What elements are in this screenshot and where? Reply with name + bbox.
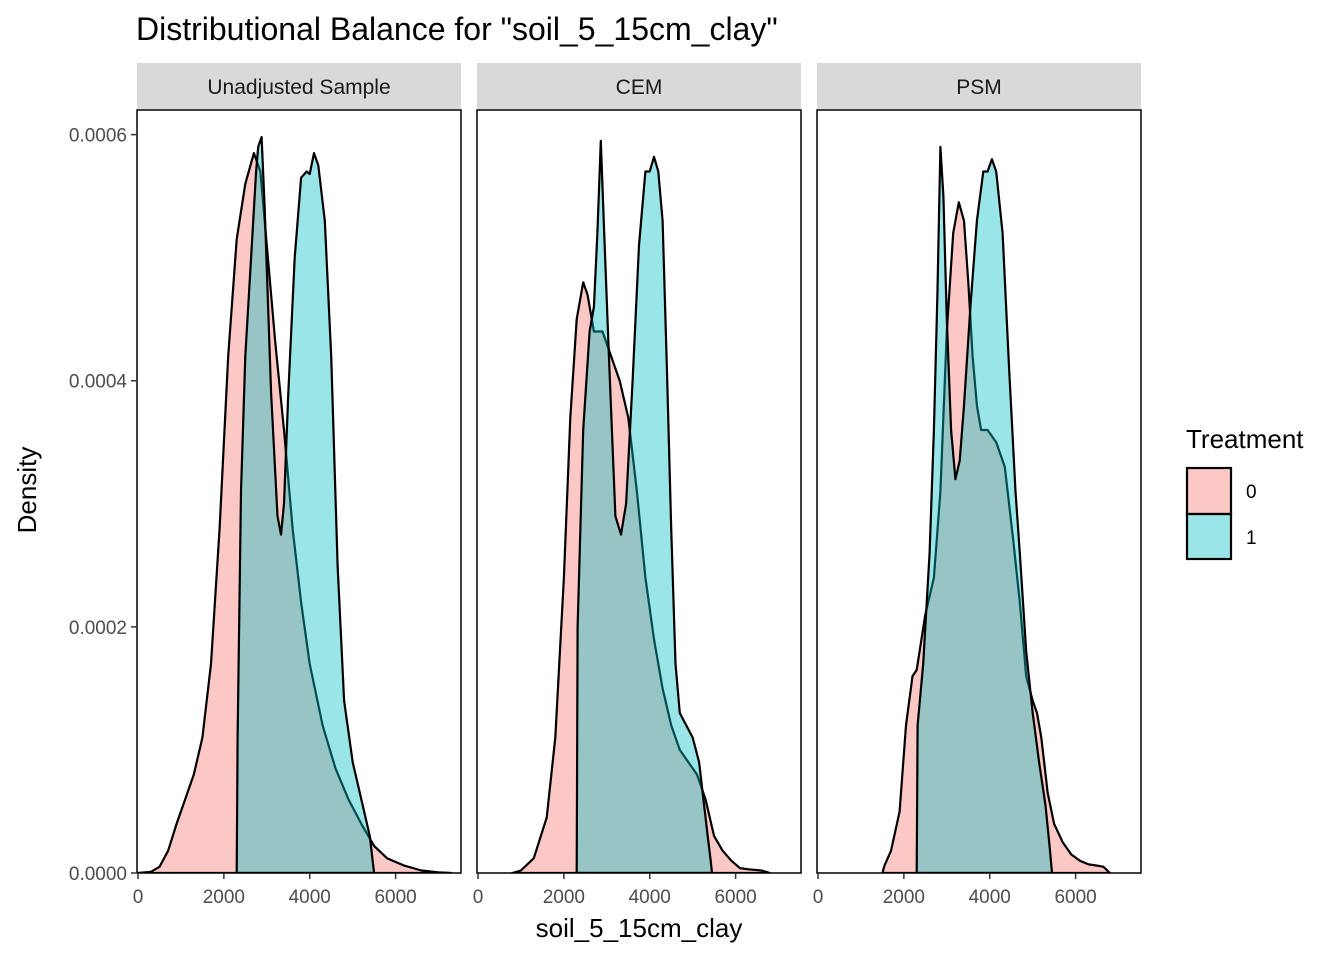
strip-label: PSM	[956, 76, 1002, 99]
x-tick-label: 2000	[543, 887, 585, 908]
density-series-0	[137, 152, 453, 873]
legend-entry-1: 1	[1185, 512, 1257, 561]
x-tick-label: 6000	[374, 887, 416, 908]
x-tick-label: 2000	[203, 887, 245, 908]
chart-title: Distributional Balance for "soil_5_15cm_…	[136, 11, 778, 47]
density-areas	[137, 136, 453, 873]
legend-key-1	[1185, 512, 1233, 561]
legend-key-0	[1185, 466, 1233, 516]
panel-border	[816, 109, 1142, 874]
y-axis: 0.0000 0.0002 0.0004 0.0006	[69, 126, 137, 885]
strip-background	[817, 63, 1141, 109]
x-tick-label: 4000	[969, 887, 1011, 908]
legend-label-1: 1	[1246, 528, 1257, 549]
density-series-1	[575, 139, 714, 873]
strip-label: CEM	[616, 76, 663, 99]
y-tick-label: 0.0004	[69, 372, 128, 393]
x-tick-label: 0	[133, 887, 144, 908]
strip-label: Unadjusted Sample	[207, 76, 390, 99]
legend-title: Treatment	[1186, 424, 1304, 454]
x-tick-label: 0	[813, 887, 824, 908]
strip-background	[137, 63, 461, 109]
x-tick-label: 4000	[289, 887, 331, 908]
density-areas	[881, 145, 1111, 873]
panel-background	[817, 110, 1141, 873]
density-series-1	[915, 145, 1054, 873]
x-tick-label: 4000	[629, 887, 671, 908]
panel-unadjusted-sample: Unadjusted Sample 0 2000 4000 6000	[133, 63, 462, 908]
density-areas	[511, 139, 771, 873]
strip-background	[477, 63, 801, 109]
x-tick-label: 6000	[1054, 887, 1096, 908]
y-tick-label: 0.0006	[69, 126, 127, 147]
density-series-1	[235, 136, 376, 873]
density-series-0	[881, 201, 1111, 873]
x-tick-label: 6000	[714, 887, 756, 908]
y-tick-label: 0.0002	[69, 618, 127, 639]
y-axis-title: Density	[12, 447, 42, 534]
x-tick-label: 0	[473, 887, 484, 908]
x-axis-title: soil_5_15cm_clay	[536, 913, 743, 943]
panel-background	[137, 110, 461, 873]
panel-border	[476, 109, 802, 874]
legend-label-0: 0	[1246, 482, 1257, 503]
y-tick-label: 0.0000	[69, 864, 127, 885]
x-tick-label: 2000	[883, 887, 925, 908]
panel-cem: CEM 0 2000 4000 6000	[473, 63, 802, 908]
panel-psm: PSM 0 2000 4000 6000	[813, 63, 1142, 908]
legend: Treatment 0 1	[1185, 424, 1304, 561]
panel-border	[136, 109, 462, 874]
facet-panels: Unadjusted Sample 0 2000 4000 6000 CEM 0 2000 40…	[133, 63, 1142, 908]
